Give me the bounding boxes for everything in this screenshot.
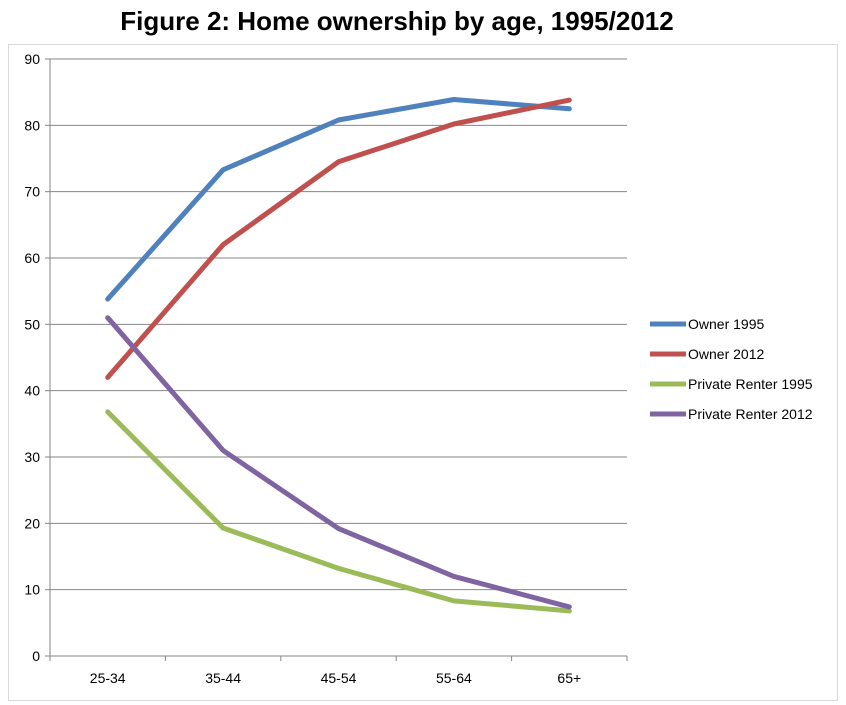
x-tick-label: 25-34: [90, 670, 126, 686]
legend-label: Owner 2012: [688, 346, 764, 362]
x-tick-label: 55-64: [436, 670, 472, 686]
series-line-2: [105, 97, 572, 380]
series-line-4: [105, 315, 572, 610]
legend-label: Private Renter 2012: [688, 406, 813, 422]
series-line-3: [105, 409, 572, 614]
x-tick-label: 35-44: [205, 670, 241, 686]
axes: 0 10 20 30 40 50 60 70 80 90 25-34 35-44 45-54 55-64 6…: [24, 51, 628, 686]
series-line-1: [105, 97, 572, 302]
y-tick-label: 60: [24, 250, 40, 266]
gridlines: [50, 58, 627, 591]
legend: Owner 1995 Owner 2012 Private Renter 1995 P…: [650, 316, 813, 422]
series-lines: [105, 97, 572, 614]
x-tick-label: 65+: [557, 670, 581, 686]
y-tick-label: 10: [24, 582, 40, 598]
y-tick-label: 0: [32, 648, 40, 664]
y-tick-label: 40: [24, 383, 40, 399]
y-tick-label: 30: [24, 449, 40, 465]
legend-label: Owner 1995: [688, 316, 764, 332]
y-tick-label: 20: [24, 515, 40, 531]
chart-title: Figure 2: Home ownership by age, 1995/20…: [120, 6, 674, 36]
y-tick-label: 90: [24, 51, 40, 67]
legend-label: Private Renter 1995: [688, 376, 813, 392]
y-tick-label: 80: [24, 117, 40, 133]
x-tick-label: 45-54: [321, 670, 357, 686]
y-tick-label: 70: [24, 184, 40, 200]
y-tick-label: 50: [24, 316, 40, 332]
